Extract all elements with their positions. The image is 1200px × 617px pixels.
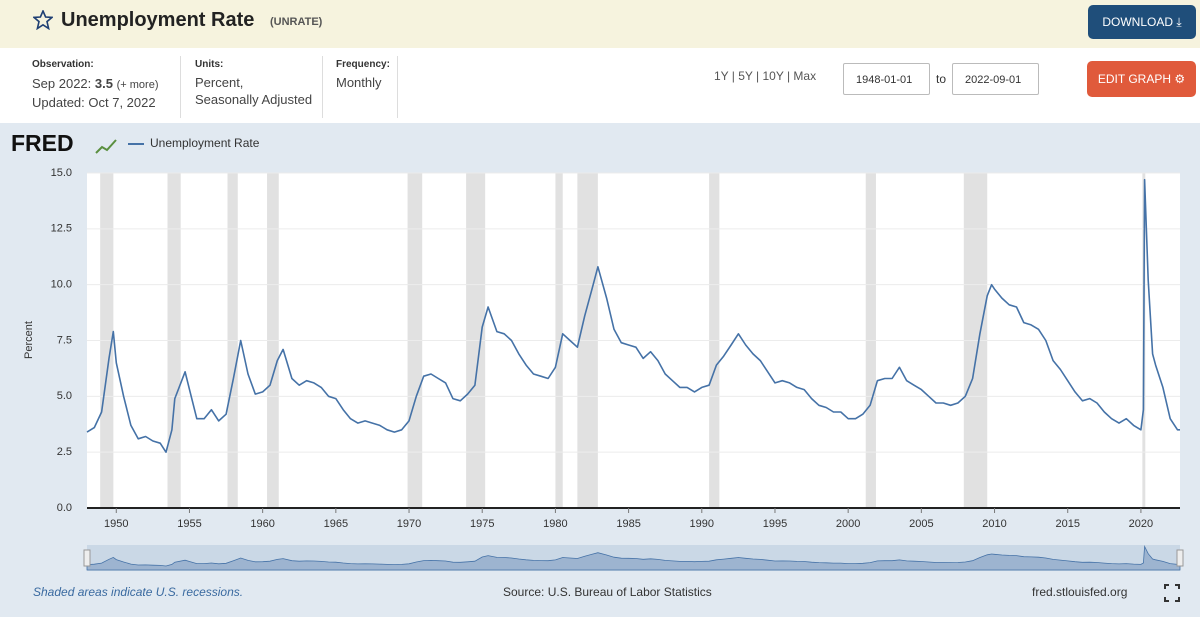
edit-graph-label: EDIT GRAPH (1097, 72, 1172, 86)
download-button[interactable]: DOWNLOAD ⤓ (1088, 5, 1196, 39)
y-tick-label: 2.5 (57, 446, 72, 458)
y-tick-label: 12.5 (51, 223, 72, 235)
y-tick-label: 7.5 (57, 334, 72, 346)
title: Unemployment Rate (61, 9, 255, 31)
x-tick-label: 1995 (763, 518, 787, 530)
x-tick-label: 1970 (397, 518, 421, 530)
frequency-label: Frequency: (336, 59, 390, 70)
x-tick-label: 2015 (1055, 518, 1079, 530)
chart: FRED Percent fred.stlouisfed.org Shaded … (0, 123, 1200, 617)
units-label: Units: (195, 59, 224, 70)
x-tick-label: 2005 (909, 518, 933, 530)
fullscreen-icon[interactable] (1164, 584, 1180, 602)
series-line (86, 178, 1180, 453)
range-presets[interactable]: 1Y | 5Y | 10Y | Max (714, 69, 817, 83)
obs-value: 3.5 (94, 76, 113, 91)
x-tick-label: 2010 (982, 518, 1006, 530)
more-link[interactable]: (+ more) (116, 79, 159, 91)
start-date[interactable]: 1948-01-01 (843, 63, 930, 95)
navigator-series (86, 545, 1181, 571)
x-tick-label: 1950 (104, 518, 128, 530)
series-id: (UNRATE) (270, 16, 323, 28)
units-line: Percent, (195, 75, 244, 90)
updated: Updated: Oct 7, 2022 (32, 95, 156, 110)
end-date[interactable]: 2022-09-01 (952, 63, 1039, 95)
units-line: Seasonally Adjusted (195, 92, 313, 107)
x-tick-label: 1975 (470, 518, 494, 530)
source: Source: U.S. Bureau of Labor Statistics (503, 585, 712, 599)
x-tick-label: 2020 (1129, 518, 1153, 530)
recessions-note: Shaded areas indicate U.S. recessions. (33, 585, 243, 599)
observation: Sep 2022: 3.5 (+ more) (32, 76, 158, 91)
header-bar (0, 0, 1200, 48)
divider (322, 56, 323, 118)
divider (180, 56, 181, 118)
y-tick-label: 0.0 (57, 502, 72, 514)
y-tick-label: 5.0 (57, 390, 72, 402)
to-label: to (936, 72, 947, 86)
navigator-handle (1176, 549, 1184, 567)
divider (397, 56, 398, 118)
y-tick-label: 10.0 (51, 279, 72, 291)
x-tick-label: 2000 (836, 518, 860, 530)
navigator-handle (83, 549, 91, 567)
x-tick-label: 1990 (690, 518, 714, 530)
logo: FRED (11, 130, 74, 156)
site: fred.stlouisfed.org (1032, 585, 1127, 599)
download-label: DOWNLOAD (1102, 15, 1174, 29)
y-axis-label: Percent (23, 321, 35, 359)
frequency: Monthly (336, 75, 382, 90)
x-tick-label: 1980 (543, 518, 567, 530)
legend-label: Unemployment Rate (150, 136, 260, 150)
observation-label: Observation: (32, 59, 94, 70)
x-tick-label: 1985 (616, 518, 640, 530)
star-icon[interactable] (33, 10, 53, 30)
x-tick-label: 1965 (324, 518, 348, 530)
x-tick-label: 1960 (250, 518, 274, 530)
edit-graph-button[interactable]: EDIT GRAPH ⚙ (1087, 61, 1196, 97)
logo-icon (95, 139, 117, 154)
x-tick-label: 1955 (177, 518, 201, 530)
y-tick-label: 15.0 (51, 167, 72, 179)
obs-date: Sep 2022: (32, 76, 92, 91)
